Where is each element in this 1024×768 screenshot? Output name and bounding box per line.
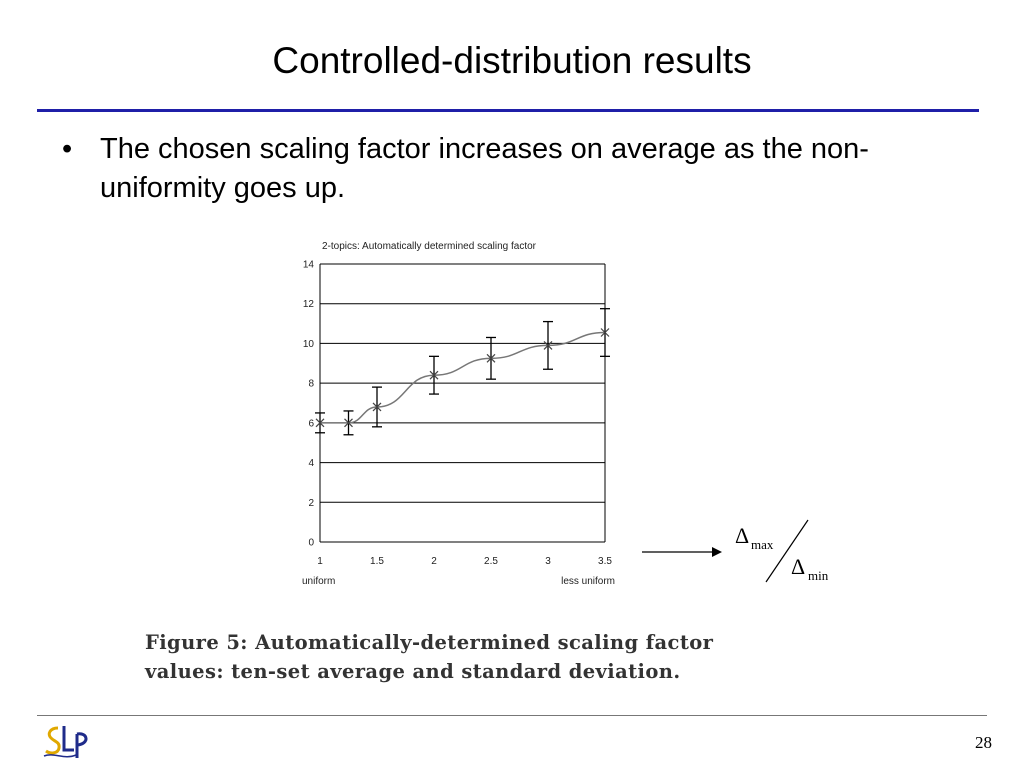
logo-l-shape (62, 726, 74, 752)
data-point-marker (315, 418, 325, 428)
x-tick-label: 1.5 (370, 556, 384, 567)
y-tick-label: 4 (308, 458, 314, 469)
delta-max-subscript: max (751, 537, 774, 552)
x-left-label: uniform (302, 576, 335, 587)
scaling-factor-chart: 2-topics: Automatically determined scali… (302, 241, 615, 587)
y-tick-label: 6 (308, 418, 314, 429)
y-tick-label: 10 (303, 339, 315, 350)
data-point-marker (344, 418, 353, 428)
slide-title: Controlled-distribution results (272, 40, 752, 81)
title-divider (37, 109, 979, 112)
slp-logo (43, 726, 88, 758)
caption-line-2: values: ten-set average and standard dev… (145, 660, 681, 683)
data-point-marker (429, 370, 439, 380)
bullet-symbol: • (62, 133, 73, 165)
data-point-marker (600, 328, 610, 337)
logo-wave (43, 754, 77, 758)
delta-ratio-annotation: Δ max Δ min (642, 519, 829, 583)
x-tick-label: 2.5 (484, 556, 498, 567)
arrow-head-icon (712, 547, 722, 557)
x-tick-label: 3 (545, 556, 551, 567)
caption-line-1: Figure 5: Automatically-determined scali… (145, 631, 714, 654)
delta-max-symbol: Δ (735, 523, 749, 548)
x-tick-label: 1 (317, 556, 323, 567)
y-tick-label: 14 (303, 260, 315, 271)
delta-min-symbol: Δ (791, 554, 805, 579)
footer-divider (37, 715, 987, 716)
chart-title: 2-topics: Automatically determined scali… (322, 241, 537, 252)
y-tick-label: 0 (308, 538, 314, 549)
fraction-slash (765, 519, 809, 583)
y-tick-label: 2 (308, 498, 314, 509)
delta-min-subscript: min (808, 568, 829, 583)
logo-p-shape (75, 732, 88, 758)
bullet-text: The chosen scaling factor increases on a… (100, 133, 869, 204)
figure-caption: Figure 5: Automatically-determined scali… (145, 628, 805, 686)
y-tick-label: 12 (303, 299, 315, 310)
page-number: 28 (975, 733, 992, 752)
logo-s-shape (45, 726, 61, 755)
x-right-label: less uniform (561, 576, 615, 587)
x-tick-label: 3.5 (598, 556, 612, 567)
series-line (320, 331, 606, 424)
y-tick-label: 8 (308, 379, 314, 390)
data-point-marker (543, 340, 553, 350)
data-point-marker (486, 353, 496, 363)
x-tick-label: 2 (431, 556, 437, 567)
data-point-marker (372, 402, 382, 412)
